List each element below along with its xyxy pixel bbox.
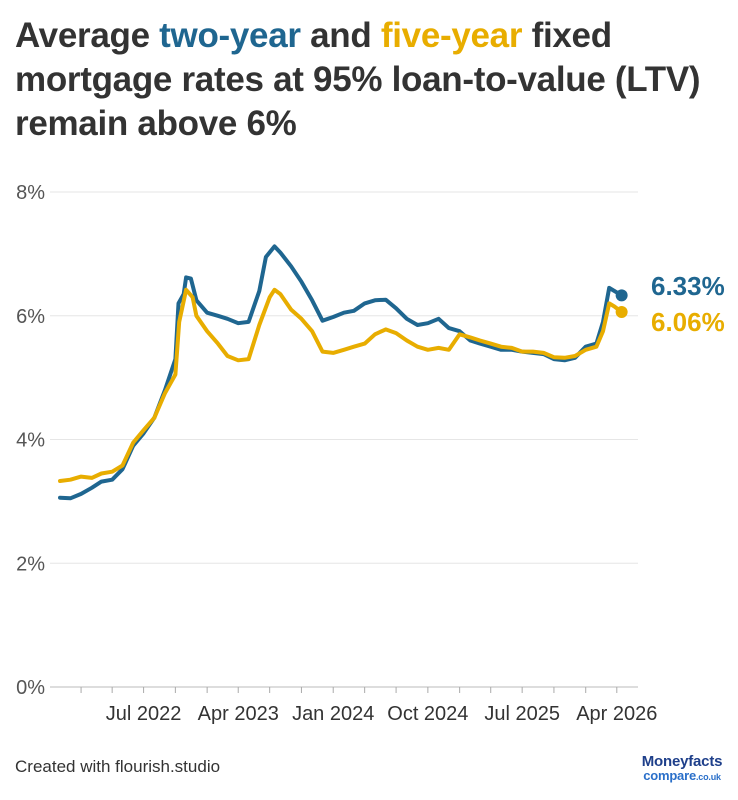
x-tick-label: Jul 2025: [484, 703, 560, 725]
y-tick-label: 2%: [16, 553, 45, 575]
x-tick-label: Apr 2026: [576, 703, 657, 725]
series-line-two-year: [58, 244, 624, 501]
title-part-2: and: [300, 16, 381, 55]
chart-title: Average two-year and five-year fixed mor…: [15, 14, 730, 146]
x-tick-label: Apr 2023: [198, 703, 279, 725]
series-line-five-year: [58, 287, 624, 483]
footer-credit[interactable]: Created with flourish.studio: [15, 757, 221, 776]
moneyfacts-logo[interactable]: Moneyfacts compare.co.uk: [636, 754, 728, 784]
y-tick-label: 0%: [16, 677, 45, 699]
logo-suffix: .co.uk: [695, 772, 721, 782]
logo-bottom-text: compare.co.uk: [636, 769, 728, 784]
logo-bottom-word: compare: [643, 768, 696, 783]
title-part-3: fixed mortgage rates at 95% loan-to-valu…: [15, 16, 701, 143]
y-tick-label: 4%: [16, 430, 45, 452]
series-end-markers: 6.33% 6.06%: [615, 271, 725, 337]
end-label-five-year: 6.06%: [651, 307, 725, 337]
y-tick-label: 8%: [16, 182, 45, 204]
title-five-year-highlight: five-year: [380, 16, 523, 55]
title-part-1: Average: [15, 16, 160, 55]
end-label-two-year: 6.33%: [651, 271, 725, 301]
x-axis: Jul 2022 Apr 2023 Jan 2024 Oct 2024 Jul 2025…: [80, 687, 657, 725]
title-two-year-highlight: two-year: [159, 16, 301, 55]
x-tick-label: Jan 2024: [292, 703, 374, 725]
series-lines: [58, 244, 624, 501]
logo-top-text: Moneyfacts: [641, 753, 723, 770]
x-tick-label: Oct 2024: [387, 703, 468, 725]
end-point-two-year: [615, 289, 628, 302]
y-tick-label: 6%: [16, 306, 45, 328]
x-tick-label: Jul 2022: [106, 703, 182, 725]
grid-lines: [50, 191, 638, 688]
end-point-five-year: [615, 306, 628, 319]
line-chart: 0% 2% 4% 6% 8% Jul 2022 Apr 2023 Jan 2024 Oct 2…: [16, 182, 725, 725]
y-axis-ticks: 0% 2% 4% 6% 8%: [16, 182, 45, 699]
